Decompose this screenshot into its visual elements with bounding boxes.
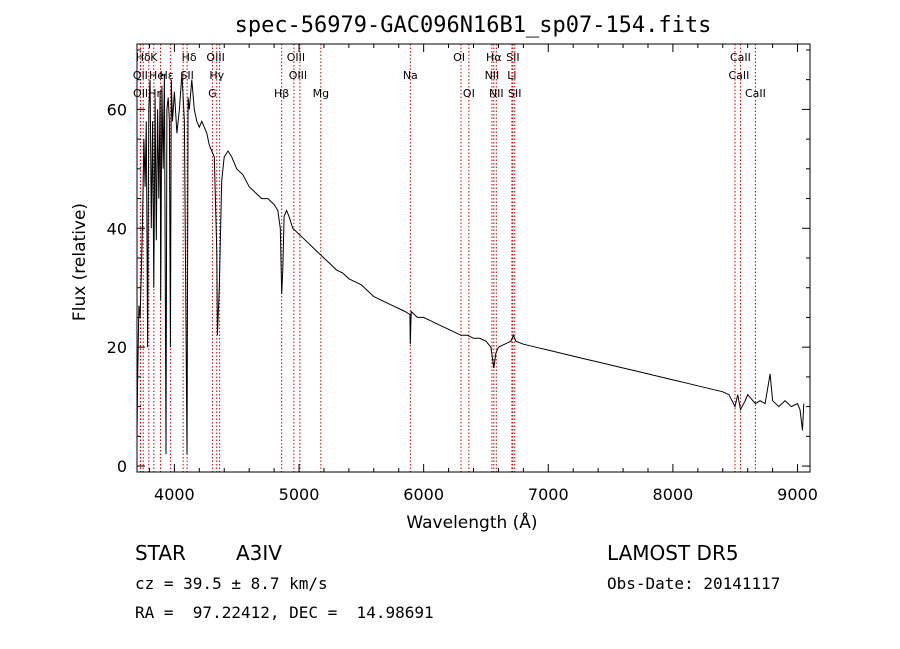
ra-dec: RA = 97.22412, DEC = 14.98691 [135,603,434,622]
y-tick-label: 60 [107,100,127,119]
marker-label: Hδ [182,51,197,64]
marker-label: Hδ [136,51,151,64]
marker-label: Hα [486,51,502,64]
redshift-cz: cz = 39.5 ± 8.7 km/s [135,574,328,593]
y-tick-label: 20 [107,338,127,357]
y-tick-label: 0 [117,457,127,476]
marker-label: OIII [287,51,305,64]
marker-label: NII [489,87,504,100]
x-tick-label: 9000 [777,485,818,504]
x-tick-label: 4000 [154,485,195,504]
marker-label: CaII [730,51,751,64]
marker-label: OI [453,51,465,64]
spectrum-series [136,73,805,455]
plot-frame [136,43,811,473]
marker-label: SII [180,69,193,82]
marker-label: CaII [745,87,766,100]
marker-label: He [149,69,164,82]
marker-label: Na [403,69,418,82]
marker-label: Mg [313,87,329,100]
y-axis-ticks: 0 20 40 60 [107,49,810,476]
y-tick-label: 40 [107,219,127,238]
marker-label: SII [508,87,521,100]
marker-label: CaII [729,69,750,82]
survey-name: LAMOST DR5 [607,541,739,565]
marker-label: G [208,87,217,100]
marker-label: NII [485,69,500,82]
x-tick-label: 8000 [653,485,694,504]
chart-title: spec-56979-GAC096N16B1_sp07-154.fits [235,13,712,38]
marker-label: Li [507,69,516,82]
x-tick-label: 7000 [528,485,569,504]
marker-label: SII [506,51,519,64]
x-axis-label: Wavelength (Å) [406,511,537,533]
marker-label: Hε [160,69,174,82]
marker-label: OIII [206,51,224,64]
observation-date: Obs-Date: 20141117 [607,574,781,593]
marker-label: Hβ [274,87,289,100]
object-type: STAR [135,541,186,565]
spectrum-line [136,73,805,455]
x-tick-label: 6000 [403,485,444,504]
marker-label: K [150,51,158,64]
y-axis-label: Flux (relative) [70,203,90,321]
x-tick-label: 5000 [279,485,320,504]
marker-label: OI [463,87,475,100]
marker-label: OII [133,87,148,100]
marker-label: Hγ [209,69,224,82]
marker-label: OIII [289,69,307,82]
spectral-class: A3IV [236,541,282,565]
x-axis-ticks: 4000 5000 6000 7000 8000 9000 [148,44,818,504]
